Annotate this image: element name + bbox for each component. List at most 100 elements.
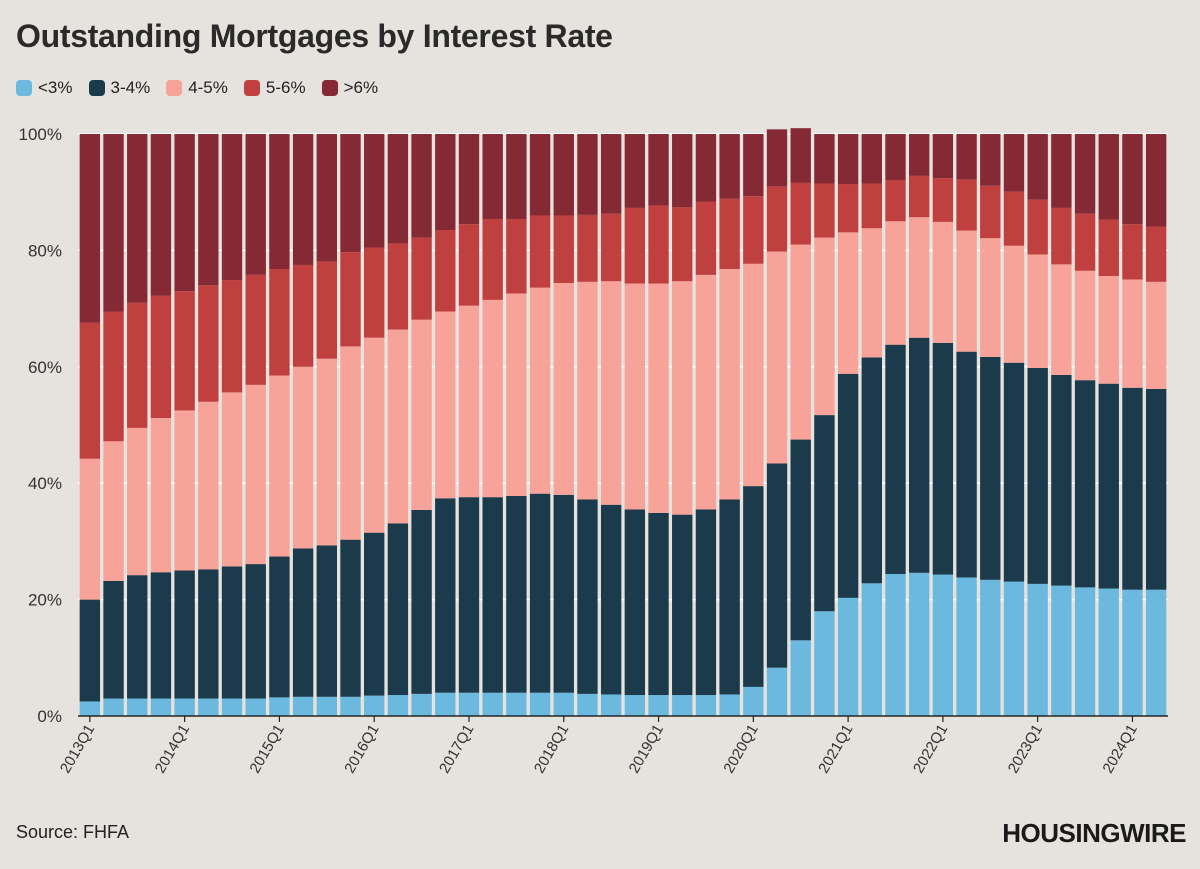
bar-segment <box>435 134 456 231</box>
bar-segment <box>600 694 622 716</box>
bar-segment <box>79 458 101 600</box>
housingwire-logo: HOUSINGWIRE <box>1002 818 1186 848</box>
bar-segment <box>648 695 669 716</box>
legend-swatch <box>88 80 105 96</box>
bar-segment <box>198 401 219 570</box>
bar-segment <box>790 182 811 245</box>
bar-segment <box>553 282 574 495</box>
bar-segment <box>387 329 409 524</box>
bar-segment <box>364 134 385 248</box>
bar-segment <box>861 583 882 716</box>
bar-segment <box>932 342 954 575</box>
bar-segment <box>150 698 172 716</box>
bar-segment <box>980 356 1001 580</box>
bar-segment <box>221 134 243 281</box>
bar-segment <box>885 134 906 180</box>
bar-segment <box>103 311 124 442</box>
chart-title: Outstanding Mortgages by Interest Rate <box>16 18 613 54</box>
bar-segment <box>695 134 717 202</box>
bar-segment <box>719 198 740 270</box>
bar-segment <box>79 134 101 323</box>
bar-segment <box>411 693 432 716</box>
bar-segment <box>980 134 1001 186</box>
bar-segment <box>672 514 693 696</box>
bar-segment <box>814 134 835 184</box>
bar-segment <box>766 251 788 464</box>
bar-segment <box>1145 589 1167 716</box>
bar-segment <box>624 509 646 696</box>
bar-segment <box>458 224 480 306</box>
bar-segment <box>1145 226 1167 282</box>
bar-segment <box>340 134 361 253</box>
bar-segment <box>103 441 124 581</box>
bar-segment <box>932 221 954 343</box>
bar-segment <box>577 499 598 694</box>
bar-segment <box>1122 589 1143 716</box>
legend-item: >6% <box>321 78 378 98</box>
bar-segment <box>198 285 219 402</box>
bar-segment <box>648 205 669 284</box>
bar-segment <box>909 175 930 218</box>
bar-segment <box>1051 374 1072 586</box>
bar-segment <box>1074 380 1096 588</box>
bar-segment <box>316 696 337 716</box>
bar-segment <box>1098 276 1119 384</box>
legend-swatch <box>166 80 183 96</box>
bar-segment <box>600 281 622 505</box>
bar-segment <box>1122 279 1143 388</box>
bar-segment <box>909 337 930 573</box>
legend-swatch <box>321 80 338 96</box>
bar-segment <box>790 439 811 641</box>
bar-segment <box>1051 264 1072 375</box>
bar-segment <box>174 134 195 292</box>
bar-segment <box>956 179 977 231</box>
x-tick-label: 2019Q1 <box>626 722 667 777</box>
bar-segment <box>980 579 1001 716</box>
bar-segment <box>553 494 574 693</box>
bar-segment <box>814 611 835 716</box>
bar-segment <box>127 427 148 576</box>
bar-segment <box>648 283 669 513</box>
bar-segment <box>1003 134 1025 192</box>
bar-segment <box>553 692 574 716</box>
bar-segment <box>316 134 337 262</box>
bar-segment <box>1027 254 1048 368</box>
legend-item: 3-4% <box>88 78 150 98</box>
bar-segment <box>624 207 646 284</box>
bar-segment <box>150 572 172 699</box>
legend-item: 5-6% <box>243 78 306 98</box>
bar-segment <box>292 696 314 716</box>
bar-segment <box>695 274 717 510</box>
bar-segment <box>198 698 219 716</box>
bar-segment <box>340 252 361 347</box>
bar-segment <box>269 375 290 557</box>
bar-segment <box>624 134 646 208</box>
bar-segment <box>387 523 409 696</box>
bar-segment <box>435 230 456 312</box>
bar-segment <box>482 692 503 716</box>
bar-segment <box>932 134 954 179</box>
x-tick-label: 2021Q1 <box>815 722 856 777</box>
y-tick-label: 20% <box>28 591 62 610</box>
bar-segment <box>719 499 740 695</box>
bar-segment <box>150 295 172 419</box>
bar-segment <box>932 178 954 222</box>
bar-segment <box>458 305 480 498</box>
bar-segment <box>1003 191 1025 246</box>
bar-segment <box>127 302 148 428</box>
bar-segment <box>269 697 290 716</box>
bar-segment <box>1074 587 1096 716</box>
bar-segment <box>743 263 764 487</box>
bar-segment <box>316 358 337 546</box>
y-tick-label: 0% <box>37 707 62 726</box>
x-tick-label: 2016Q1 <box>341 722 382 777</box>
bar-segment <box>672 134 693 208</box>
bar-segment <box>1027 583 1048 716</box>
bar-segment <box>719 694 740 716</box>
bar-segment <box>1027 134 1048 200</box>
bar-segment <box>1003 581 1025 716</box>
bar-segment <box>529 692 551 716</box>
bar-segment <box>435 692 456 716</box>
legend-item: 4-5% <box>166 78 228 98</box>
bar-segment <box>435 498 456 693</box>
